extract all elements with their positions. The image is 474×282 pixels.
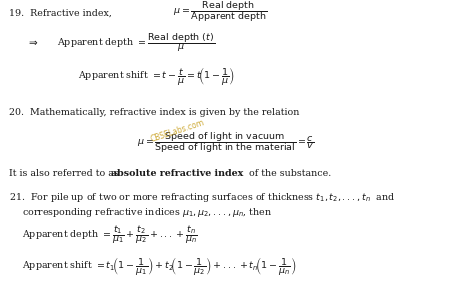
Text: $\Rightarrow$: $\Rightarrow$ (26, 39, 38, 48)
Text: CBSELabs.com: CBSELabs.com (149, 118, 205, 144)
Text: $\mu = \dfrac{\mathrm{Speed\ of\ light\ in\ vacuum}}{\mathrm{Speed\ of\ light\ i: $\mu = \dfrac{\mathrm{Speed\ of\ light\ … (137, 130, 315, 155)
Text: 19.  Refractive index,: 19. Refractive index, (9, 8, 111, 17)
Text: 21.  For pile up of two or more refracting surfaces of thickness $t_1, t_2,..., : 21. For pile up of two or more refractin… (9, 191, 395, 204)
Text: Apparent shift $= t_1\!\left(1 - \dfrac{1}{\mu_1}\right) + t_2\!\left(1 - \dfrac: Apparent shift $= t_1\!\left(1 - \dfrac{… (22, 255, 297, 277)
Text: $\mu = \dfrac{\mathrm{Real\ depth}}{\mathrm{Apparent\ depth}}$: $\mu = \dfrac{\mathrm{Real\ depth}}{\mat… (173, 0, 267, 24)
Text: of the substance.: of the substance. (246, 169, 331, 178)
Text: absolute refractive index: absolute refractive index (111, 169, 244, 178)
Text: Apparent depth $= \dfrac{t_1}{\mu_1} + \dfrac{t_2}{\mu_2} + ... + \dfrac{t_n}{\m: Apparent depth $= \dfrac{t_1}{\mu_1} + \… (22, 223, 198, 246)
Text: Apparent shift $= t - \dfrac{t}{\mu} = t\!\left(1 - \dfrac{1}{\mu}\right)$: Apparent shift $= t - \dfrac{t}{\mu} = t… (78, 65, 235, 87)
Text: corresponding refractive indices $\mu_1, \mu_2,...,\mu_n$, then: corresponding refractive indices $\mu_1,… (22, 206, 273, 219)
Text: Apparent depth $= \dfrac{\mathrm{Real\ depth\ }(t)}{\mu}$: Apparent depth $= \dfrac{\mathrm{Real\ d… (57, 31, 215, 54)
Text: It is also referred to as: It is also referred to as (9, 169, 121, 178)
Text: 20.  Mathematically, refractive index is given by the relation: 20. Mathematically, refractive index is … (9, 108, 299, 117)
